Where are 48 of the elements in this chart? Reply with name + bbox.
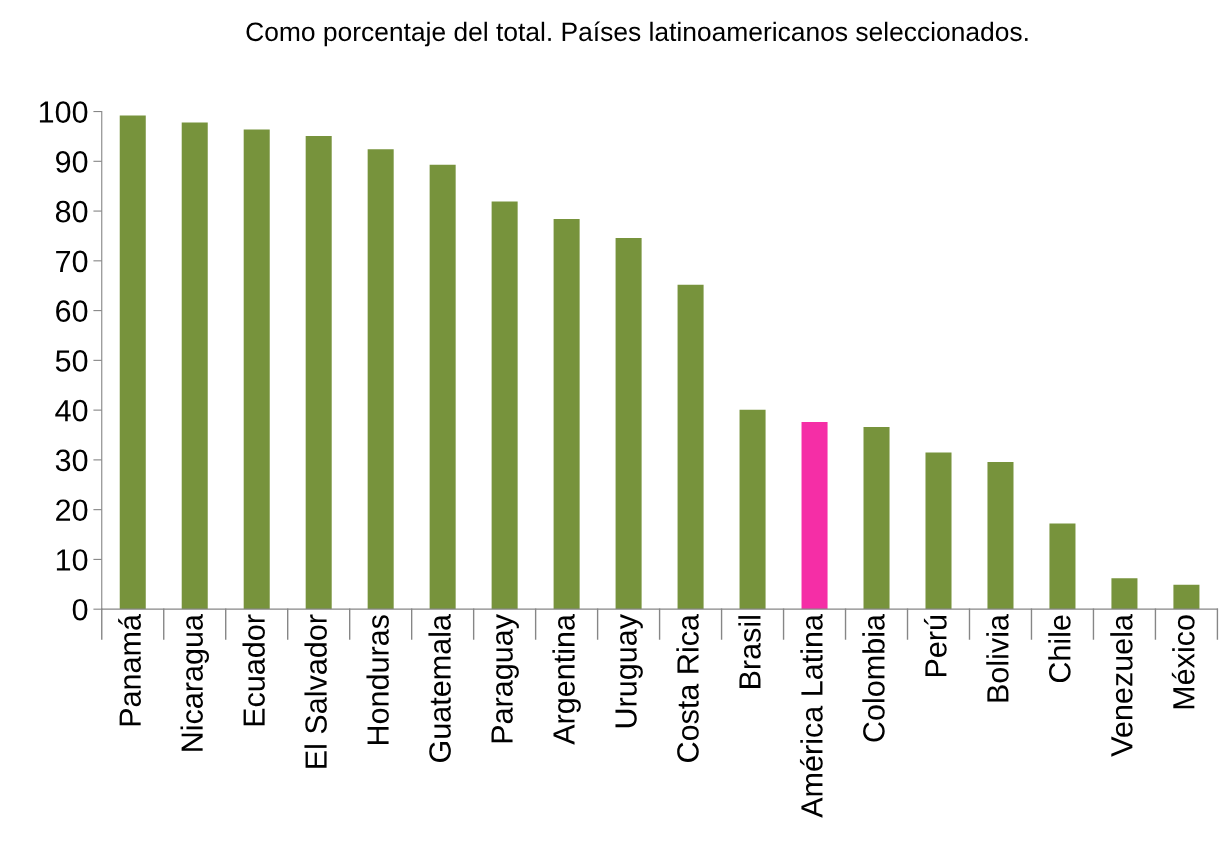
bar bbox=[615, 237, 642, 610]
x-tick-label: Panamá bbox=[118, 614, 141, 726]
bar bbox=[863, 427, 890, 610]
x-tick-label: Paraguay bbox=[491, 614, 519, 743]
y-tick-label: 0 bbox=[72, 598, 88, 621]
x-tick-label: Costa Rica bbox=[676, 614, 699, 762]
x-tick-label: América Latina bbox=[799, 614, 823, 818]
x-tick-label: Uruguay bbox=[615, 614, 643, 728]
x-tick-label: Honduras bbox=[366, 615, 389, 745]
x-tick-label: Perú bbox=[923, 615, 947, 677]
y-tick-label: 40 bbox=[55, 399, 88, 422]
bar bbox=[987, 461, 1014, 610]
x-tick-label: Venezuela bbox=[1110, 614, 1133, 757]
y-tick-label: 100 bbox=[39, 101, 88, 123]
bar bbox=[801, 422, 828, 610]
bar bbox=[553, 219, 580, 610]
x-tick-label: Ecuador bbox=[242, 614, 265, 726]
x-tick-label: Brasil bbox=[738, 616, 761, 688]
y-tick-label: 20 bbox=[56, 499, 88, 522]
x-tick-label: Colombia bbox=[862, 614, 885, 742]
bar bbox=[925, 452, 952, 610]
x-tick-label: Nicaragua bbox=[180, 614, 209, 751]
x-tick-label: El Salvador bbox=[304, 614, 327, 768]
bar bbox=[491, 201, 518, 610]
bar bbox=[1111, 578, 1138, 610]
y-tick-label: 90 bbox=[56, 151, 88, 173]
x-tick-label: Chile bbox=[1048, 615, 1071, 683]
x-tick-label: Bolivia bbox=[986, 614, 1009, 702]
x-tick-label: Argentina bbox=[552, 614, 581, 745]
y-tick-label: 30 bbox=[55, 449, 88, 472]
bar bbox=[739, 409, 766, 610]
bar bbox=[181, 122, 208, 610]
bar bbox=[677, 284, 704, 610]
chart-title: Como porcentaje del total. Países latinoamericanos seleccionados. bbox=[246, 21, 1028, 47]
x-tick-label: México bbox=[1171, 615, 1195, 709]
bar bbox=[1173, 584, 1200, 610]
y-tick-label: 70 bbox=[56, 250, 88, 273]
bar bbox=[243, 129, 270, 610]
x-tick-label: Guatemala bbox=[428, 614, 451, 762]
bar bbox=[305, 135, 332, 610]
bar bbox=[119, 115, 146, 610]
y-tick-label: 10 bbox=[56, 549, 88, 571]
y-tick-label: 80 bbox=[55, 200, 88, 223]
y-tick-label: 60 bbox=[56, 300, 88, 322]
y-tick-label: 50 bbox=[55, 350, 88, 372]
bar bbox=[429, 164, 456, 610]
bar bbox=[1049, 523, 1076, 610]
bar bbox=[367, 149, 394, 610]
